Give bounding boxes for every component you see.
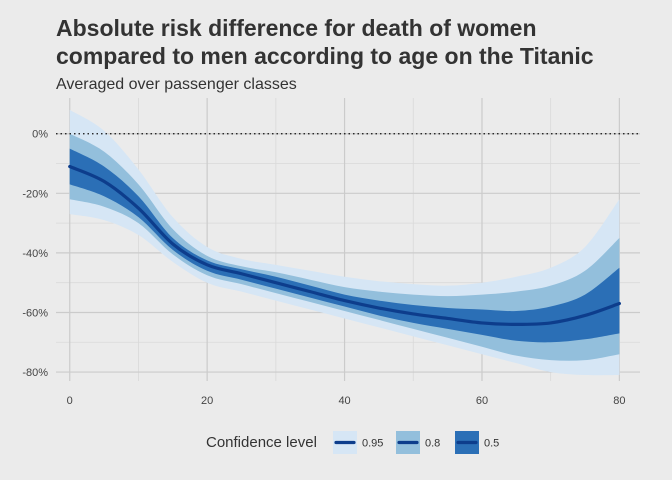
y-tick-label: -80% xyxy=(22,367,48,379)
x-tick-label: 0 xyxy=(67,395,73,407)
legend-item: 0.8 xyxy=(396,431,440,454)
legend: Confidence level 0.95 0.8 0.5 xyxy=(206,431,499,454)
legend-item: 0.5 xyxy=(455,431,499,454)
legend-item: 0.95 xyxy=(333,431,383,454)
y-tick-labels: 0% -20% -40% -60% -80% xyxy=(22,129,48,379)
legend-label: 0.5 xyxy=(484,438,499,450)
chart-title-line-2: compared to men according to age on the … xyxy=(56,43,594,69)
x-tick-label: 20 xyxy=(201,395,213,407)
x-tick-labels: 0 20 40 60 80 xyxy=(67,395,626,407)
band-0.5 xyxy=(69,148,620,343)
y-tick-label: 0% xyxy=(32,129,48,141)
confidence-bands xyxy=(69,109,620,376)
chart-title-line-1: Absolute risk difference for death of wo… xyxy=(56,15,537,41)
y-tick-label: -40% xyxy=(22,248,48,260)
x-tick-label: 60 xyxy=(476,395,488,407)
chart-subtitle: Averaged over passenger classes xyxy=(56,76,297,93)
x-tick-label: 40 xyxy=(338,395,350,407)
y-tick-label: -60% xyxy=(22,307,48,319)
legend-label: 0.8 xyxy=(425,438,440,450)
legend-title: Confidence level xyxy=(206,434,317,451)
legend-label: 0.95 xyxy=(362,438,383,450)
legend-items: 0.95 0.8 0.5 xyxy=(333,431,499,454)
median-curve xyxy=(68,164,621,327)
median-line xyxy=(68,164,621,327)
x-tick-label: 80 xyxy=(613,395,625,407)
band-0.8 xyxy=(69,133,620,361)
y-tick-label: -20% xyxy=(22,188,48,200)
